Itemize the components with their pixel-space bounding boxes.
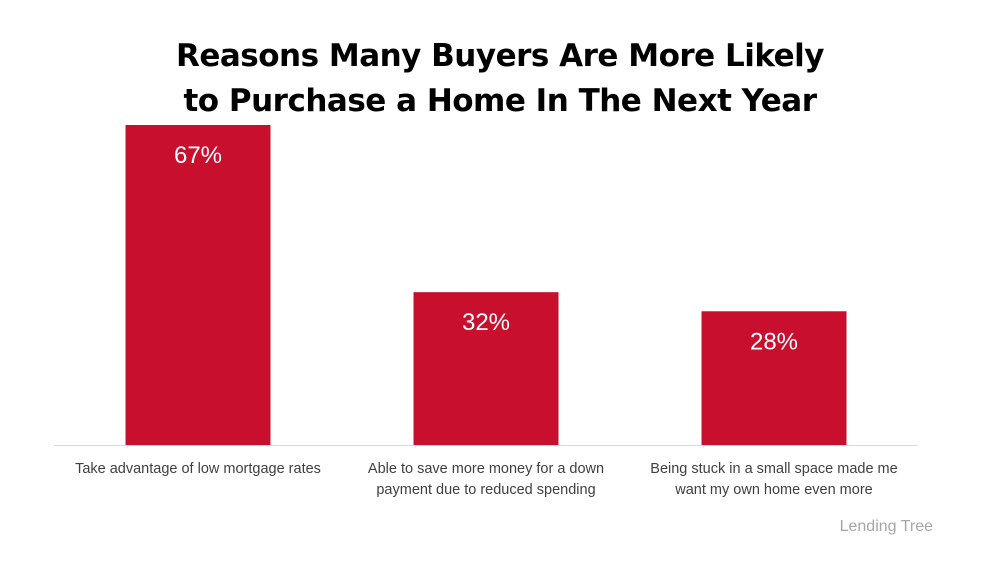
data-label-3: 28% [750,328,798,355]
chart-title-line-1: Reasons Many Buyers Are More Likely [175,38,825,74]
data-label-2: 32% [462,309,510,336]
category-label-3-line-1: Being stuck in a small space made me [650,461,897,477]
source-label: Lending Tree [839,518,933,535]
data-label-1: 67% [174,142,222,169]
bar-1 [125,125,271,445]
category-label-3-line-2: want my own home even more [674,482,872,498]
category-label-2-line-1: Able to save more money for a down [368,461,604,477]
category-label-1-line-1: Take advantage of low mortgage rates [75,461,321,477]
bar-3 [701,311,847,445]
chart-title-line-2: to Purchase a Home In The Next Year [183,83,817,119]
bar-2 [413,292,559,445]
chart-title: Reasons Many Buyers Are More Likely to P… [0,34,1000,124]
category-label-2-line-2: payment due to reduced spending [376,482,595,498]
